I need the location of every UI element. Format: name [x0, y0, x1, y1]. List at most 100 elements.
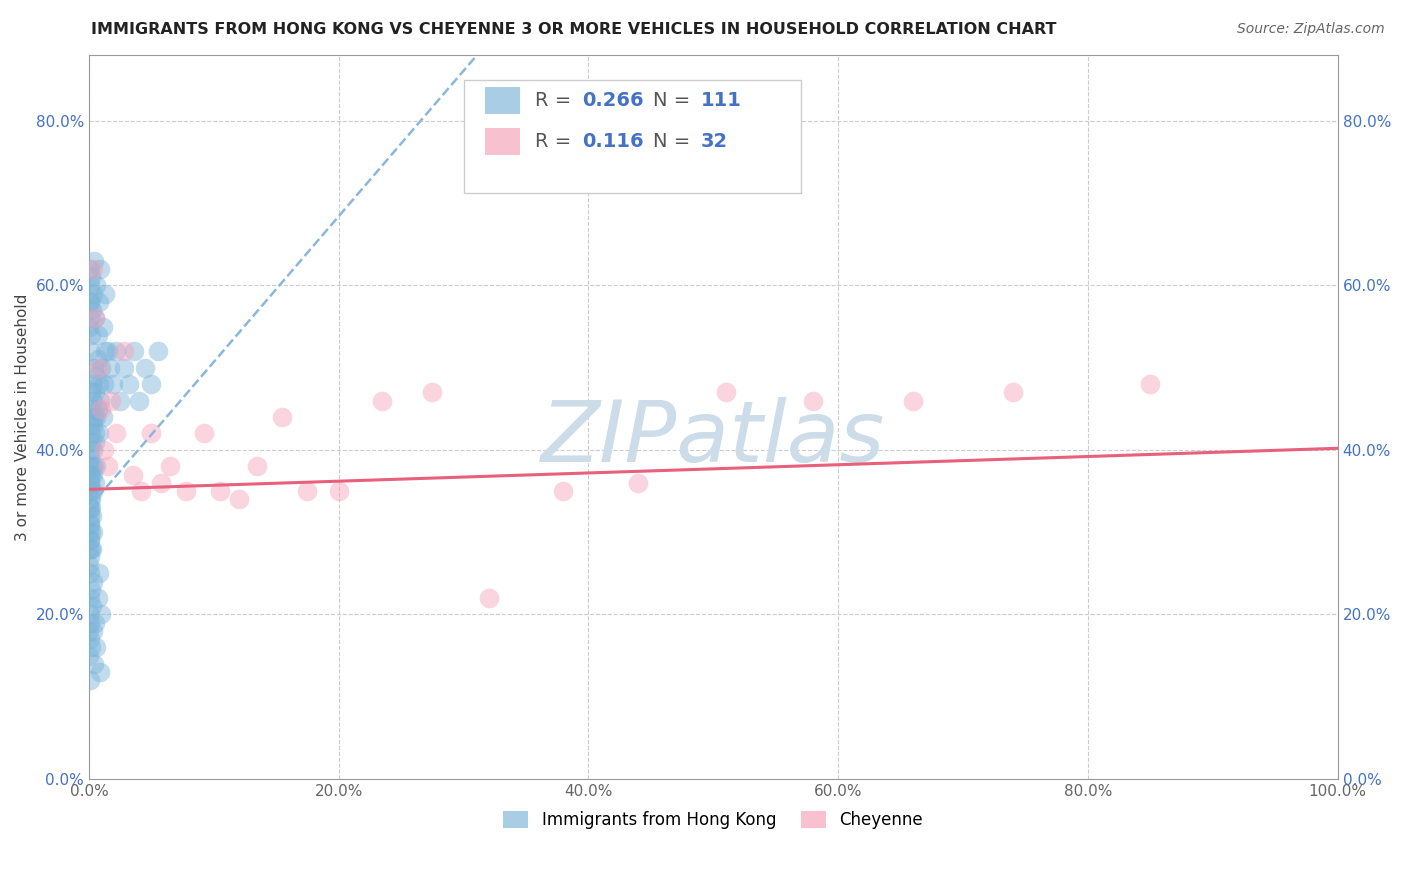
Point: [112, 344, 135, 359]
Text: 0.266: 0.266: [582, 91, 644, 111]
Point: [82, 484, 104, 499]
Point: [80, 385, 103, 400]
Point: [87, 294, 110, 309]
Point: [89, 393, 111, 408]
Text: 111: 111: [700, 91, 742, 111]
Point: [82, 418, 104, 433]
Point: [79, 549, 101, 564]
Point: [80, 410, 103, 425]
Point: [84, 311, 107, 326]
Point: [82, 286, 104, 301]
Point: [79, 311, 101, 326]
Point: [86, 640, 108, 655]
Point: [801, 393, 824, 408]
Point: [80, 525, 103, 540]
Point: [79, 492, 101, 507]
Point: [79, 533, 101, 548]
Point: [80, 541, 103, 556]
Point: [84, 475, 107, 490]
Point: [79, 541, 101, 556]
Point: [94, 286, 117, 301]
Point: [79, 262, 101, 277]
Point: [83, 410, 105, 425]
Point: [79, 516, 101, 531]
Point: [82, 467, 104, 482]
Point: [84, 426, 107, 441]
Point: [714, 385, 737, 400]
Point: [141, 377, 163, 392]
Point: [79, 624, 101, 638]
Legend: Immigrants from Hong Kong, Cheyenne: Immigrants from Hong Kong, Cheyenne: [496, 805, 929, 836]
Point: [82, 508, 104, 523]
Point: [105, 344, 128, 359]
Point: [77, 525, 100, 540]
Point: [82, 262, 104, 277]
Point: [84, 615, 107, 630]
Point: [89, 665, 111, 679]
Point: [79, 319, 101, 334]
Point: [477, 591, 499, 605]
Point: [90, 360, 112, 375]
Text: N =: N =: [654, 132, 697, 151]
Point: [93, 442, 115, 457]
Point: [90, 401, 112, 416]
Point: [246, 459, 269, 474]
Point: [79, 607, 101, 622]
Point: [82, 574, 104, 589]
Point: [91, 410, 114, 425]
Point: [79, 475, 101, 490]
Point: [83, 434, 105, 449]
Point: [86, 591, 108, 605]
Point: [79, 558, 101, 572]
Text: Source: ZipAtlas.com: Source: ZipAtlas.com: [1237, 22, 1385, 37]
Point: [553, 484, 575, 499]
Point: [79, 632, 101, 646]
Point: [87, 377, 110, 392]
Point: [80, 327, 103, 342]
Point: [97, 344, 120, 359]
Point: [86, 459, 108, 474]
Point: [82, 624, 104, 638]
Point: [79, 451, 101, 466]
Point: [80, 500, 103, 515]
Point: [108, 393, 131, 408]
Point: [627, 475, 650, 490]
Point: [79, 566, 101, 581]
Point: [98, 360, 121, 375]
Point: [80, 303, 103, 318]
Point: [83, 657, 105, 671]
Point: [228, 492, 250, 507]
Point: [84, 385, 107, 400]
Point: [118, 377, 141, 392]
Point: [297, 484, 319, 499]
Point: [80, 599, 103, 614]
Point: [86, 410, 108, 425]
Point: [79, 516, 101, 531]
Point: [84, 311, 107, 326]
Point: [79, 648, 101, 663]
Point: [86, 368, 108, 383]
Point: [79, 508, 101, 523]
Point: [141, 426, 163, 441]
Point: [112, 360, 135, 375]
Point: [79, 459, 101, 474]
Point: [80, 467, 103, 482]
Point: [193, 426, 215, 441]
Point: [79, 615, 101, 630]
Point: [1001, 385, 1024, 400]
Bar: [485, 87, 520, 114]
Point: [80, 459, 103, 474]
Point: [1139, 377, 1161, 392]
Point: [86, 327, 108, 342]
Point: [80, 640, 103, 655]
Point: [79, 591, 101, 605]
Text: N =: N =: [654, 91, 697, 111]
Point: [87, 360, 110, 375]
FancyBboxPatch shape: [464, 80, 800, 193]
Text: ZIPatlas: ZIPatlas: [541, 397, 886, 480]
Point: [89, 262, 111, 277]
Point: [93, 377, 115, 392]
Point: [271, 410, 294, 425]
Bar: [485, 128, 520, 155]
Point: [128, 393, 150, 408]
